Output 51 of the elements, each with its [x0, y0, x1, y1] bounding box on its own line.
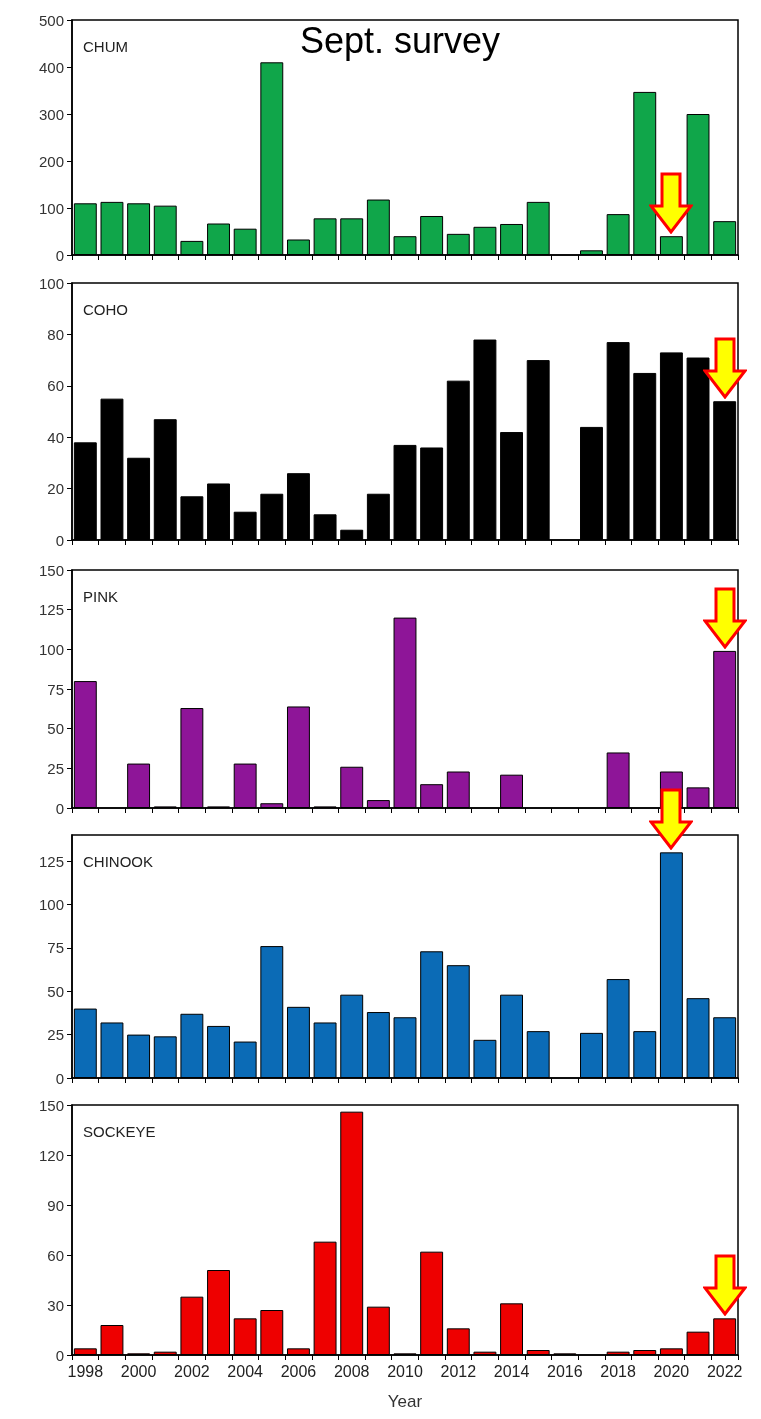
x-tick-label: 2000	[120, 1362, 157, 1380]
y-tick-label: 60	[47, 1246, 64, 1264]
text: PINK	[83, 588, 119, 605]
y-tick-label: 150	[38, 561, 64, 579]
y-tick-label: 100	[38, 274, 64, 292]
y-tick-label: 25	[47, 759, 64, 777]
x-tick-label: 2020	[653, 1362, 690, 1380]
x-axis-title: Year	[387, 1392, 423, 1411]
y-tick-label: 60	[47, 377, 64, 395]
x-tick-label: 2022	[706, 1362, 743, 1380]
y-tick-label: 90	[47, 1196, 64, 1214]
y-tick-label: 120	[38, 1146, 64, 1164]
x-tick-label: 2014	[493, 1362, 530, 1380]
x-tick-label: 2008	[333, 1362, 370, 1380]
y-tick-label: 125	[38, 852, 64, 870]
y-tick-label: 25	[47, 1026, 64, 1044]
x-tick-label: 1998	[67, 1362, 104, 1380]
y-tick-label: 80	[47, 325, 64, 343]
y-tick-label: 300	[38, 105, 64, 123]
y-tick-label: 0	[55, 1346, 64, 1364]
x-tick-label: 2002	[174, 1362, 210, 1380]
y-tick-label: 0	[55, 531, 64, 549]
text: COHO	[83, 301, 128, 318]
y-tick-label: 500	[38, 11, 64, 29]
y-tick-label: 50	[47, 720, 64, 738]
x-tick-label: 2016	[547, 1362, 583, 1380]
y-tick-label: 150	[38, 1096, 64, 1114]
y-tick-label: 400	[38, 58, 64, 76]
x-tick-label: 2010	[387, 1362, 423, 1380]
y-tick-label: 30	[47, 1296, 64, 1314]
text: CHINOOK	[83, 853, 154, 870]
y-tick-label: 75	[47, 939, 64, 957]
y-tick-label: 75	[47, 680, 64, 698]
y-tick-label: 100	[38, 640, 64, 658]
y-tick-label: 100	[38, 199, 64, 217]
y-tick-label: 200	[38, 152, 64, 170]
x-tick-label: 2018	[600, 1362, 637, 1380]
y-tick-label: 100	[38, 895, 64, 913]
y-tick-label: 0	[55, 799, 64, 817]
y-tick-label: 125	[38, 601, 64, 619]
x-tick-label: 2004	[227, 1362, 264, 1380]
y-tick-label: 0	[55, 1069, 64, 1087]
x-tick-label: 2006	[280, 1362, 317, 1380]
y-tick-label: 0	[55, 246, 64, 264]
text: SOCKEYE	[83, 1123, 156, 1140]
text: CHUM	[83, 38, 128, 55]
y-tick-label: 50	[47, 982, 64, 1000]
y-tick-label: 20	[47, 480, 64, 498]
x-tick-label: 2012	[440, 1362, 477, 1380]
annotation: Sept. survey	[300, 19, 501, 61]
y-tick-label: 40	[47, 428, 64, 446]
